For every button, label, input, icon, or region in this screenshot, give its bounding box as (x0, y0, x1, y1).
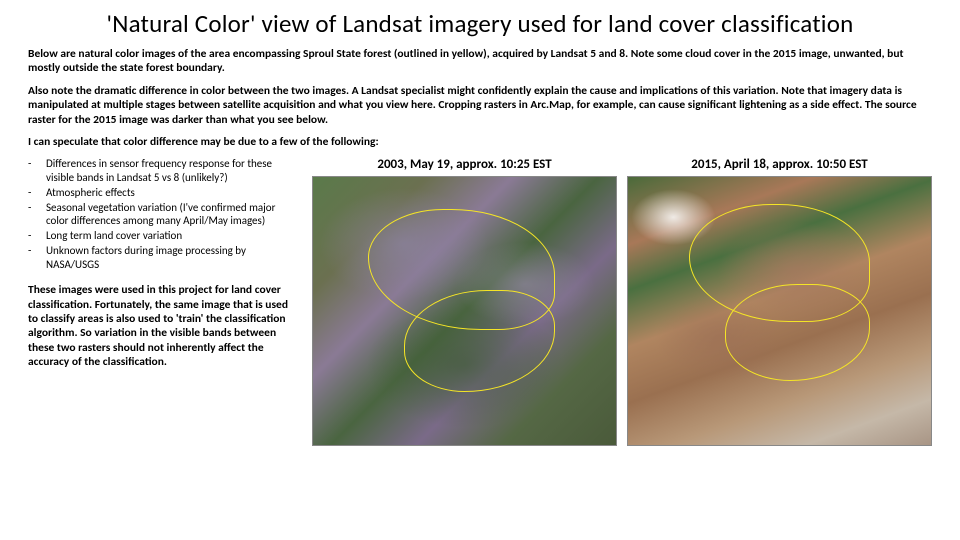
bullet-text: Long term land cover variation (46, 229, 300, 243)
closing-para: These images were used in this project f… (28, 283, 300, 369)
intro-para-1: Below are natural color images of the ar… (28, 47, 932, 76)
forest-outline (368, 209, 556, 330)
image-caption-2015: 2015, April 18, approx. 10:50 EST (627, 157, 932, 172)
satellite-image-2015 (627, 176, 932, 446)
image-block-2015: 2015, April 18, approx. 10:50 EST (627, 157, 932, 446)
left-column: - Differences in sensor frequency respon… (28, 157, 300, 446)
bullet-text: Seasonal vegetation variation (I've conf… (46, 201, 300, 229)
satellite-image-2003 (312, 176, 617, 446)
intro-para-3: I can speculate that color difference ma… (28, 135, 932, 149)
list-item: - Long term land cover variation (28, 229, 300, 243)
list-item: - Atmospheric effects (28, 186, 300, 200)
bullet-dash: - (28, 201, 46, 229)
forest-outline (689, 204, 871, 322)
image-block-2003: 2003, May 19, approx. 10:25 EST (312, 157, 617, 446)
bullet-text: Atmospheric effects (46, 186, 300, 200)
list-item: - Unknown factors during image processin… (28, 244, 300, 272)
page-title: 'Natural Color' view of Landsat imagery … (28, 8, 932, 39)
image-caption-2003: 2003, May 19, approx. 10:25 EST (312, 157, 617, 172)
list-item: - Differences in sensor frequency respon… (28, 157, 300, 185)
bullet-text: Unknown factors during image processing … (46, 244, 300, 272)
bullet-dash: - (28, 186, 46, 200)
lower-section: - Differences in sensor frequency respon… (28, 157, 932, 446)
bullet-dash: - (28, 229, 46, 243)
forest-outline (404, 290, 556, 392)
intro-para-2: Also note the dramatic difference in col… (28, 84, 932, 127)
forest-outline (725, 284, 870, 380)
bullet-text: Differences in sensor frequency response… (46, 157, 300, 185)
bullet-dash: - (28, 157, 46, 185)
list-item: - Seasonal vegetation variation (I've co… (28, 201, 300, 229)
images-column: 2003, May 19, approx. 10:25 EST 2015, Ap… (312, 157, 932, 446)
bullet-list: - Differences in sensor frequency respon… (28, 157, 300, 271)
bullet-dash: - (28, 244, 46, 272)
